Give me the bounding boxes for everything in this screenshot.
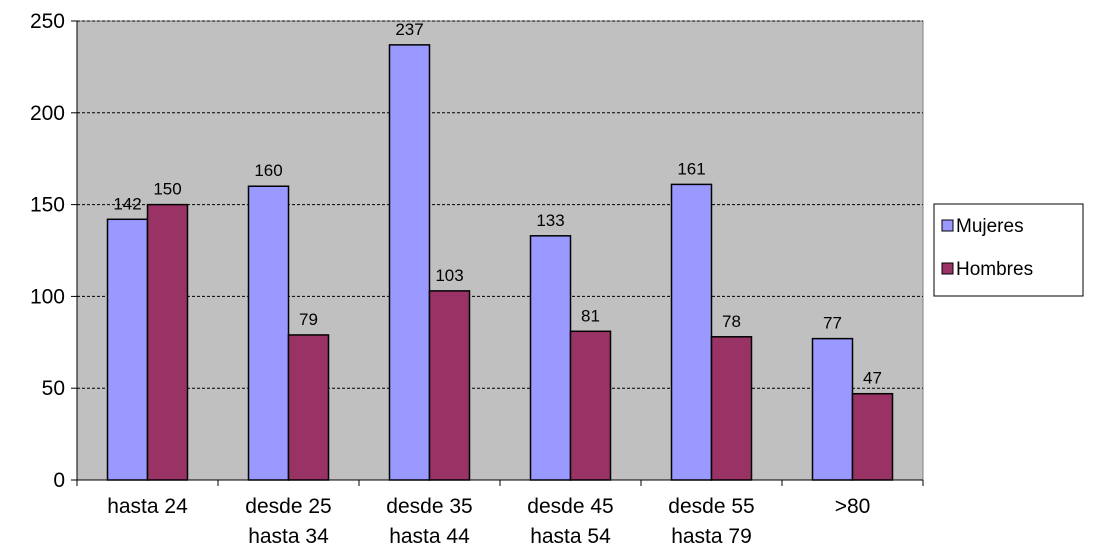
y-tick-label: 200: [30, 102, 65, 125]
data-label: 237: [395, 20, 423, 39]
bar-hombres: [851, 392, 894, 481]
gridlines: [77, 20, 923, 389]
bar-mujeres: [106, 218, 149, 481]
plot-area: [76, 20, 924, 481]
x-tick-label: hasta 44: [389, 525, 470, 548]
bar-mujeres: [811, 337, 854, 481]
x-tick-label: hasta 24: [107, 495, 188, 518]
data-label: 142: [113, 194, 141, 213]
x-tick-label: hasta 79: [671, 525, 752, 548]
legend: Mujeres Hombres: [933, 203, 1084, 297]
bar-mujeres: [670, 183, 713, 481]
data-label: 161: [677, 159, 705, 178]
legend-swatch: [941, 219, 954, 232]
data-label: 160: [254, 161, 282, 180]
data-label: 79: [299, 310, 318, 329]
bar-hombres: [710, 336, 753, 481]
data-label: 78: [722, 312, 741, 331]
bar-hombres: [428, 290, 471, 481]
x-tick-label: hasta 54: [530, 525, 611, 548]
bar-hombres: [146, 203, 189, 481]
y-tick-label: 250: [30, 10, 65, 33]
y-tick-label: 100: [30, 285, 65, 308]
data-label: 81: [581, 306, 600, 325]
bar-mujeres: [529, 235, 572, 481]
x-tick-label: desde 45: [527, 495, 613, 518]
legend-label: Mujeres: [956, 216, 1024, 237]
legend-swatch: [941, 262, 954, 275]
bar-hombres: [569, 330, 612, 481]
bar-mujeres: [388, 44, 431, 481]
axes: 0 50 100 150 200 250 hasta 24 desde 25 hasta 34 d…: [30, 10, 924, 548]
y-tick-label: 150: [30, 194, 65, 217]
data-label: 77: [823, 314, 842, 333]
bar-hombres: [287, 334, 330, 481]
bars: [106, 44, 894, 481]
x-tick-label: >80: [835, 495, 871, 518]
x-tick-label: desde 25: [245, 495, 331, 518]
data-label: 150: [153, 180, 181, 199]
data-label: 47: [863, 369, 882, 388]
legend-box: [933, 203, 1084, 297]
bar-mujeres: [247, 185, 290, 481]
data-label: 103: [435, 266, 463, 285]
x-tick-label: hasta 34: [248, 525, 329, 548]
y-tick-label: 50: [42, 377, 65, 400]
data-label: 133: [536, 211, 564, 230]
y-tick-label: 0: [53, 469, 65, 492]
x-tick-label: desde 55: [668, 495, 754, 518]
data-labels: 142 150 160 79 237 103 133 81 161 78 77 47: [113, 20, 882, 388]
legend-label: Hombres: [956, 259, 1033, 280]
x-tick-label: desde 35: [386, 495, 472, 518]
